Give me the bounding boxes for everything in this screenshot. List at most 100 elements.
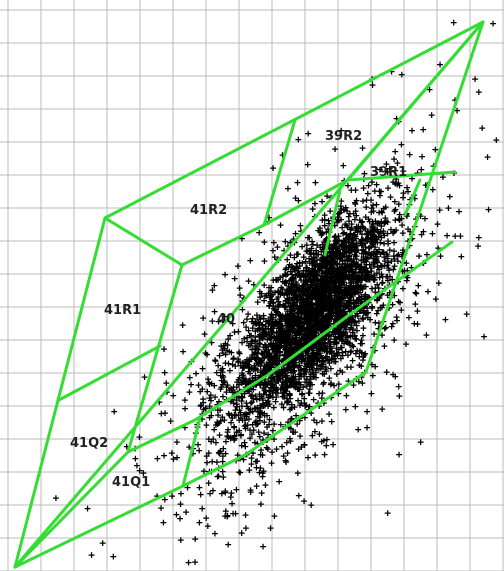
data-point: + — [320, 253, 327, 266]
data-point: + — [286, 335, 293, 348]
data-point: + — [289, 376, 296, 389]
data-point: + — [252, 455, 259, 468]
data-point: + — [405, 185, 412, 198]
data-point: + — [304, 268, 311, 281]
data-point: + — [295, 265, 302, 278]
data-point: + — [318, 288, 325, 301]
data-point: + — [297, 270, 304, 283]
data-point: + — [325, 308, 332, 321]
data-point: + — [282, 334, 289, 347]
data-point: + — [341, 276, 348, 289]
data-point: + — [310, 267, 317, 280]
data-point: + — [253, 339, 260, 352]
data-point: + — [233, 380, 240, 393]
data-point: + — [277, 324, 284, 337]
data-point: + — [309, 341, 316, 354]
data-point: + — [268, 318, 275, 331]
data-point: + — [286, 389, 293, 402]
data-point: + — [282, 370, 289, 383]
data-point: + — [325, 292, 332, 305]
data-point: + — [306, 244, 313, 257]
data-point: + — [263, 340, 270, 353]
data-point: + — [424, 248, 431, 261]
data-point: + — [282, 384, 289, 397]
data-point: + — [328, 245, 335, 258]
data-point: + — [423, 329, 430, 342]
data-point: + — [348, 218, 355, 231]
data-point: + — [278, 336, 285, 349]
data-point: + — [303, 332, 310, 345]
data-point: + — [385, 182, 392, 195]
data-point: + — [282, 380, 289, 393]
data-point: + — [287, 354, 294, 367]
data-point: + — [257, 379, 264, 392]
data-point: + — [272, 395, 279, 408]
data-point: + — [338, 237, 345, 250]
data-point: + — [308, 351, 315, 364]
data-point: + — [345, 313, 352, 326]
data-point: + — [319, 273, 326, 286]
data-point: + — [317, 241, 324, 254]
data-point: + — [340, 326, 347, 339]
data-point: + — [342, 320, 349, 333]
data-point: + — [287, 285, 294, 298]
data-point: + — [319, 227, 326, 240]
data-point: + — [350, 281, 357, 294]
data-point: + — [348, 222, 355, 235]
data-point: + — [290, 290, 297, 303]
data-point: + — [294, 292, 301, 305]
data-point: + — [333, 246, 340, 259]
data-point: + — [303, 345, 310, 358]
data-point: + — [293, 247, 300, 260]
data-point: + — [299, 319, 306, 332]
data-point: + — [339, 221, 346, 234]
data-point: + — [306, 319, 313, 332]
data-point: + — [320, 313, 327, 326]
data-point: + — [339, 271, 346, 284]
data-point: + — [332, 301, 339, 314]
data-point: + — [311, 320, 318, 333]
data-point: + — [425, 285, 432, 298]
data-point: + — [380, 225, 387, 238]
data-point: + — [378, 288, 385, 301]
data-point: + — [314, 268, 321, 281]
data-point: + — [217, 445, 224, 458]
data-point: + — [349, 239, 356, 252]
data-point: + — [285, 335, 292, 348]
data-point: + — [302, 338, 309, 351]
data-point: + — [284, 327, 291, 340]
data-point: + — [312, 264, 319, 277]
data-point: + — [335, 264, 342, 277]
data-point: + — [346, 252, 353, 265]
data-point: + — [322, 343, 329, 356]
data-point: + — [285, 309, 292, 322]
data-point: + — [324, 271, 331, 284]
data-point: + — [345, 331, 352, 344]
data-point: + — [327, 276, 334, 289]
data-point: + — [248, 337, 255, 350]
region-label: 39R2 — [325, 129, 362, 144]
data-point: + — [318, 258, 325, 271]
data-point: + — [306, 331, 313, 344]
data-point: + — [276, 334, 283, 347]
data-point: + — [291, 279, 298, 292]
data-point: + — [287, 294, 294, 307]
data-point: + — [339, 248, 346, 261]
data-point: + — [287, 306, 294, 319]
data-point: + — [317, 320, 324, 333]
data-point: + — [284, 380, 291, 393]
data-point: + — [364, 273, 371, 286]
data-point: + — [338, 265, 345, 278]
data-point: + — [370, 247, 377, 260]
data-point: + — [358, 216, 365, 229]
data-point: + — [338, 275, 345, 288]
data-point: + — [275, 387, 282, 400]
data-point: + — [304, 308, 311, 321]
data-point: + — [323, 360, 330, 373]
data-point: + — [238, 391, 245, 404]
data-point: + — [308, 361, 315, 374]
data-point: + — [309, 298, 316, 311]
data-point: + — [324, 267, 331, 280]
data-point: + — [305, 298, 312, 311]
data-point: + — [330, 268, 337, 281]
